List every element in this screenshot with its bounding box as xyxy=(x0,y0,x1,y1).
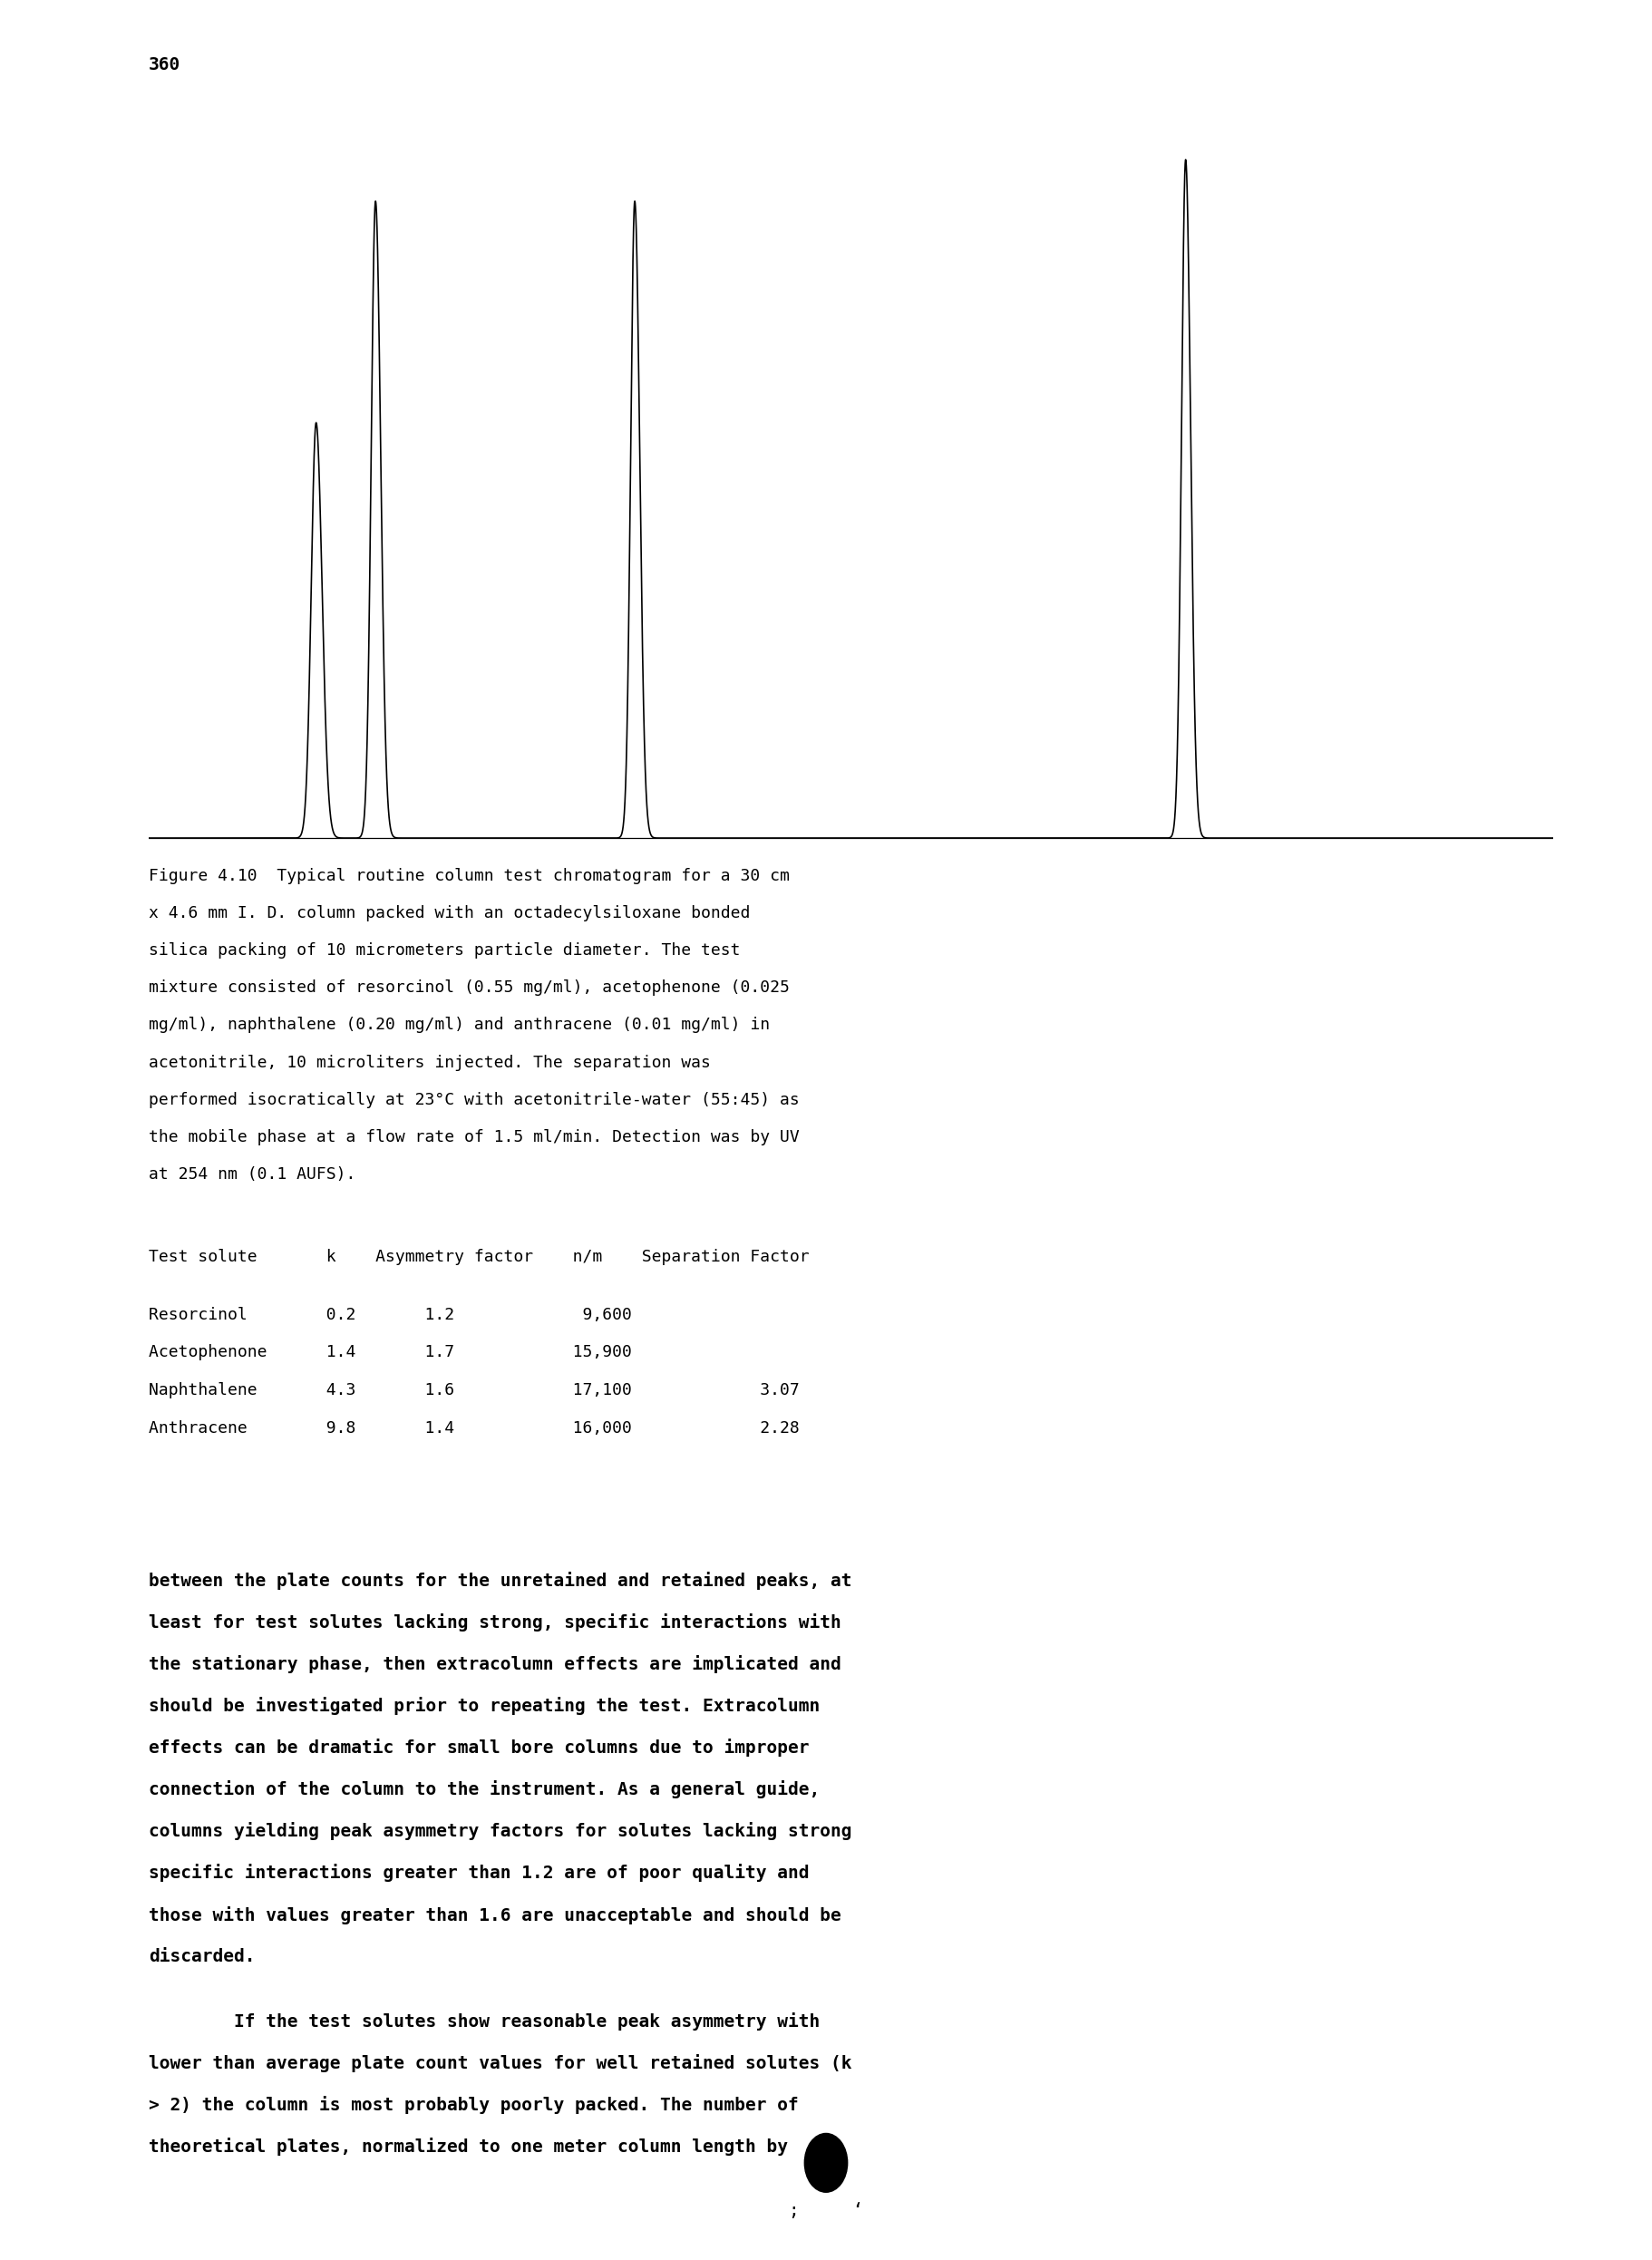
Text: Acetophenone      1.4       1.7            15,900: Acetophenone 1.4 1.7 15,900 xyxy=(149,1345,631,1361)
Text: should be investigated prior to repeating the test. Extracolumn: should be investigated prior to repeatin… xyxy=(149,1697,819,1715)
Text: effects can be dramatic for small bore columns due to improper: effects can be dramatic for small bore c… xyxy=(149,1738,809,1756)
Text: > 2) the column is most probably poorly packed. The number of: > 2) the column is most probably poorly … xyxy=(149,2095,798,2113)
Text: acetonitrile, 10 microliters injected. The separation was: acetonitrile, 10 microliters injected. T… xyxy=(149,1053,710,1071)
Text: discarded.: discarded. xyxy=(149,1948,254,1964)
Text: performed isocratically at 23°C with acetonitrile-water (55:45) as: performed isocratically at 23°C with ace… xyxy=(149,1092,800,1107)
Text: Figure 4.10  Typical routine column test chromatogram for a 30 cm: Figure 4.10 Typical routine column test … xyxy=(149,868,790,884)
Text: columns yielding peak asymmetry factors for solutes lacking strong: columns yielding peak asymmetry factors … xyxy=(149,1822,852,1840)
Text: ;     ‘: ; ‘ xyxy=(788,2201,864,2219)
Text: Anthracene        9.8       1.4            16,000             2.28: Anthracene 9.8 1.4 16,000 2.28 xyxy=(149,1422,800,1437)
Text: mixture consisted of resorcinol (0.55 mg/ml), acetophenone (0.025: mixture consisted of resorcinol (0.55 mg… xyxy=(149,981,790,997)
Text: the mobile phase at a flow rate of 1.5 ml/min. Detection was by UV: the mobile phase at a flow rate of 1.5 m… xyxy=(149,1130,800,1146)
Text: Naphthalene       4.3       1.6            17,100             3.07: Naphthalene 4.3 1.6 17,100 3.07 xyxy=(149,1383,800,1399)
Text: least for test solutes lacking strong, specific interactions with: least for test solutes lacking strong, s… xyxy=(149,1614,841,1632)
Text: connection of the column to the instrument. As a general guide,: connection of the column to the instrume… xyxy=(149,1781,819,1799)
Text: mg/ml), naphthalene (0.20 mg/ml) and anthracene (0.01 mg/ml) in: mg/ml), naphthalene (0.20 mg/ml) and ant… xyxy=(149,1017,770,1033)
Text: the stationary phase, then extracolumn effects are implicated and: the stationary phase, then extracolumn e… xyxy=(149,1654,841,1672)
Text: 360: 360 xyxy=(149,57,180,75)
Text: x 4.6 mm I. D. column packed with an octadecylsiloxane bonded: x 4.6 mm I. D. column packed with an oct… xyxy=(149,904,750,922)
Text: at 254 nm (0.1 AUFS).: at 254 nm (0.1 AUFS). xyxy=(149,1166,355,1182)
Text: between the plate counts for the unretained and retained peaks, at: between the plate counts for the unretai… xyxy=(149,1571,852,1589)
Text: specific interactions greater than 1.2 are of poor quality and: specific interactions greater than 1.2 a… xyxy=(149,1865,809,1883)
Text: lower than average plate count values for well retained solutes (k: lower than average plate count values fo… xyxy=(149,2054,852,2072)
Text: If the test solutes show reasonable peak asymmetry with: If the test solutes show reasonable peak… xyxy=(149,2011,819,2029)
Text: theoretical plates, normalized to one meter column length by: theoretical plates, normalized to one me… xyxy=(149,2138,788,2156)
Text: silica packing of 10 micrometers particle diameter. The test: silica packing of 10 micrometers particl… xyxy=(149,942,740,958)
Text: those with values greater than 1.6 are unacceptable and should be: those with values greater than 1.6 are u… xyxy=(149,1905,841,1923)
Text: Test solute       k    Asymmetry factor    n/m    Separation Factor: Test solute k Asymmetry factor n/m Separ… xyxy=(149,1248,809,1266)
Text: Resorcinol        0.2       1.2             9,600: Resorcinol 0.2 1.2 9,600 xyxy=(149,1306,631,1322)
